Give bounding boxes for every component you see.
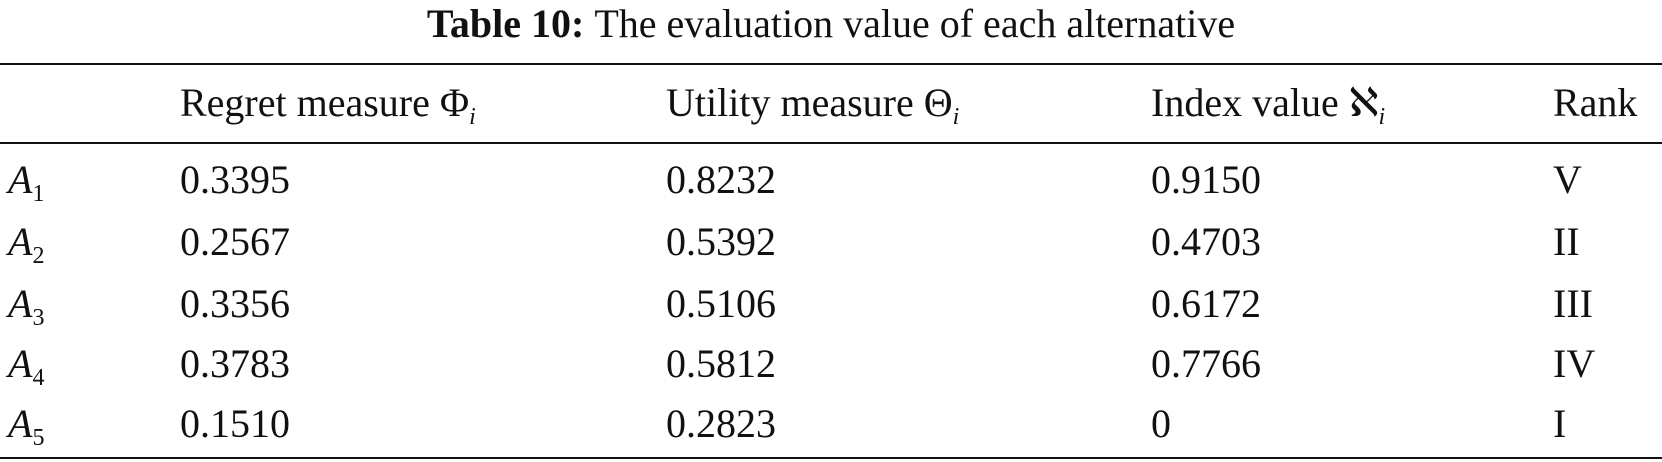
row-label-text: A xyxy=(8,281,33,326)
table-cell: V xyxy=(1553,157,1582,202)
row-label-subscript: 1 xyxy=(32,181,45,207)
row-label-subscript: 3 xyxy=(32,305,45,331)
row-label-text: A xyxy=(8,157,33,202)
caption: Table 10: The evaluation value of each al… xyxy=(0,0,1662,48)
header-cell: Rank xyxy=(1553,80,1638,125)
table-cell: 0 xyxy=(1151,401,1171,446)
row-label-subscript: 2 xyxy=(32,243,45,269)
header-cell-subscript: i xyxy=(469,104,476,130)
table-cell: 0.5392 xyxy=(666,219,776,264)
row-label-subscript: 4 xyxy=(32,365,45,391)
table-cell: 0.4703 xyxy=(1151,219,1261,264)
top-rule xyxy=(0,63,1662,65)
table-cell: 0.2823 xyxy=(666,401,776,446)
header-cell-subscript: i xyxy=(1378,104,1386,130)
table-cell: 0.5106 xyxy=(666,281,776,326)
header-cell-text: Regret measure Φ xyxy=(180,80,470,125)
table-cell: 0.5812 xyxy=(666,341,776,386)
table-cell: 0.6172 xyxy=(1151,281,1261,326)
row-label: A5 xyxy=(8,400,45,451)
table-cell: 0.8232 xyxy=(666,157,776,202)
header-cell: Index value ℵi xyxy=(1151,79,1386,130)
row-label-text: A xyxy=(8,341,33,386)
table-cell: IV xyxy=(1553,341,1596,386)
header-cell-subscript: i xyxy=(952,104,960,130)
table-cell: I xyxy=(1553,401,1567,446)
header-cell: Utility measure Θi xyxy=(666,79,960,130)
header-cell-text: Utility measure Θ xyxy=(666,80,953,125)
row-label: A3 xyxy=(8,280,45,331)
caption-label: Table 10: xyxy=(426,1,585,46)
header-cell: Regret measure Φi xyxy=(180,79,476,130)
table-cell: 0.9150 xyxy=(1151,157,1261,202)
row-label-text: A xyxy=(8,401,33,446)
caption-text: The evaluation value of each alternative xyxy=(594,1,1236,46)
table-cell: 0.7766 xyxy=(1151,341,1261,386)
table-cell: 0.3356 xyxy=(180,281,290,326)
table-cell: 0.1510 xyxy=(180,401,290,446)
bottom-rule xyxy=(0,457,1662,459)
table-cell: 0.3395 xyxy=(180,157,290,202)
table-cell: II xyxy=(1553,219,1580,264)
header-cell-text: Index value ℵ xyxy=(1151,80,1379,125)
table-cell: 0.3783 xyxy=(180,341,290,386)
table-cell: 0.2567 xyxy=(180,219,290,264)
table-cell: III xyxy=(1553,281,1593,326)
row-label-text: A xyxy=(8,219,33,264)
row-label: A1 xyxy=(8,156,45,207)
mid-rule xyxy=(0,142,1662,144)
row-label: A2 xyxy=(8,218,45,269)
row-label: A4 xyxy=(8,340,45,391)
row-label-subscript: 5 xyxy=(32,425,45,451)
